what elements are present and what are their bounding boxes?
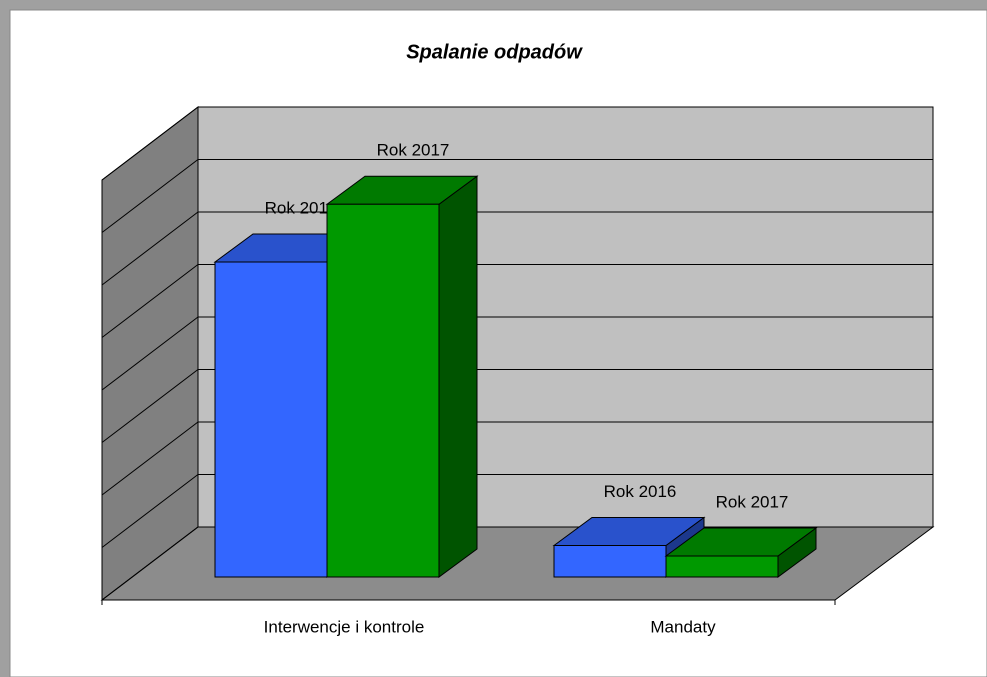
grid-line — [101, 369, 199, 443]
grid-line — [101, 316, 199, 391]
bar — [326, 203, 440, 578]
bar — [553, 545, 667, 578]
x-tick-label: Interwencje i kontrole — [264, 617, 425, 636]
bar — [214, 261, 328, 578]
data-label: Rok 2017 — [377, 141, 450, 160]
data-label: Rok 2016 — [265, 198, 338, 217]
x-tick-label: Mandaty — [650, 617, 716, 636]
chart-title: Spalanie odpadów — [406, 41, 583, 63]
data-label: Rok 2016 — [604, 482, 677, 501]
bar-side — [438, 175, 478, 578]
grid-line — [101, 474, 199, 548]
grid-line — [101, 264, 199, 338]
grid-line — [101, 159, 199, 233]
data-label: Rok 2017 — [716, 492, 789, 511]
grid-line — [101, 421, 199, 496]
grid-line — [101, 106, 199, 181]
bar — [665, 555, 779, 578]
grid-line — [101, 211, 199, 286]
grid-line — [101, 526, 199, 601]
